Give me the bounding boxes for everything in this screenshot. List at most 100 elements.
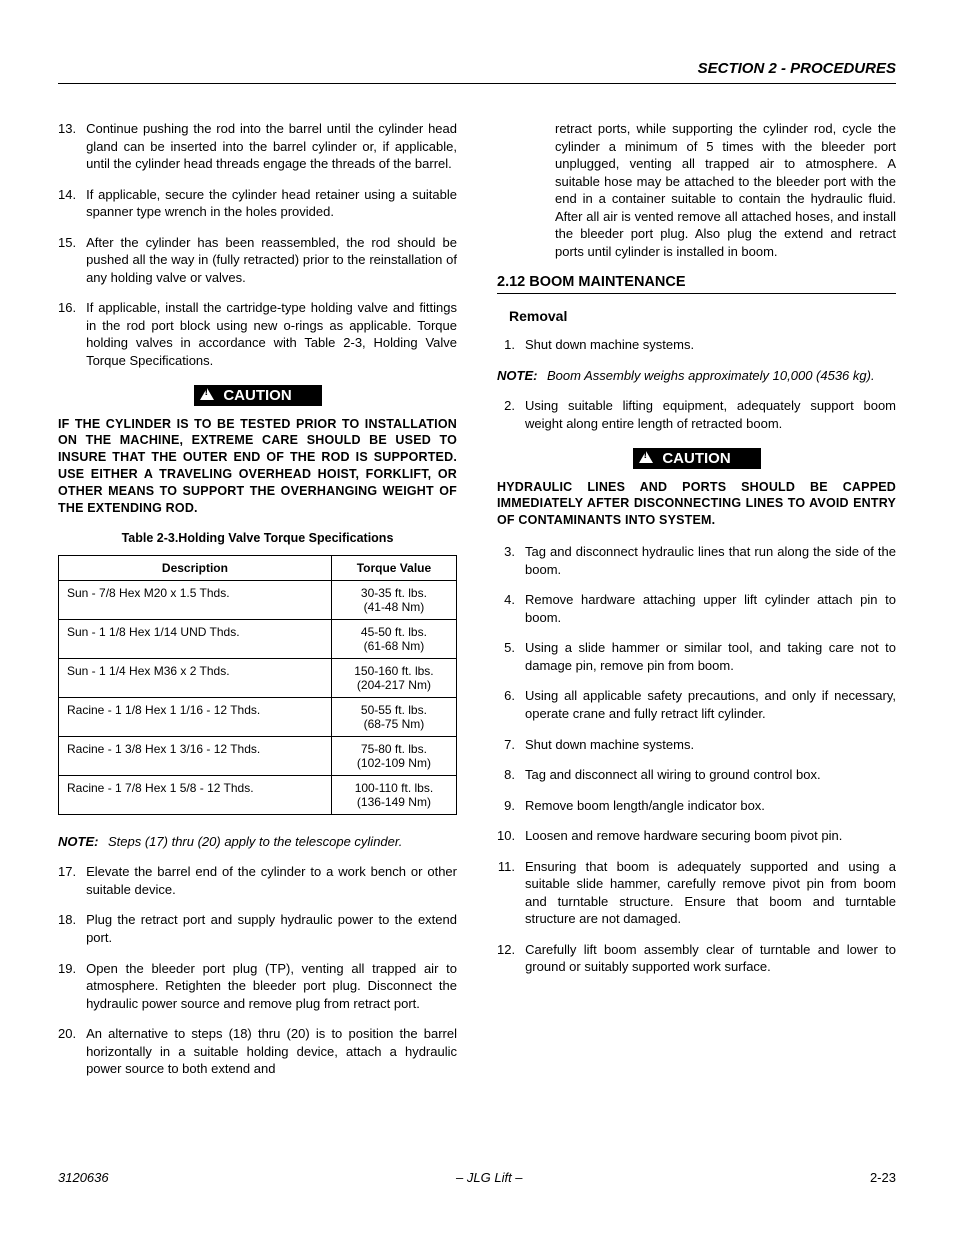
cell-val: 30-35 ft. lbs. (41-48 Nm) [331, 580, 456, 619]
table-row: Racine - 1 1/8 Hex 1 1/16 - 12 Thds.50-5… [59, 697, 457, 736]
col-description: Description [59, 555, 332, 580]
note-label: NOTE: [497, 367, 547, 385]
step-number: 17. [58, 863, 86, 898]
caution-paragraph: IF THE CYLINDER IS TO BE TESTED PRIOR TO… [58, 416, 457, 517]
step-number: 1. [497, 336, 525, 354]
step-number: 4. [497, 591, 525, 626]
step-text: Continue pushing the rod into the barrel… [86, 120, 457, 173]
table-row: Racine - 1 3/8 Hex 1 3/16 - 12 Thds.75-8… [59, 736, 457, 775]
list-item: 10.Loosen and remove hardware securing b… [497, 827, 896, 845]
step-number: 10. [497, 827, 525, 845]
step-text: Open the bleeder port plug (TP), venting… [86, 960, 457, 1013]
list-item: 13.Continue pushing the rod into the bar… [58, 120, 457, 173]
list-item: 16.If applicable, install the cartridge-… [58, 299, 457, 369]
table-row: Sun - 1 1/8 Hex 1/14 UND Thds.45-50 ft. … [59, 619, 457, 658]
step-text: Using a slide hammer or similar tool, an… [525, 639, 896, 674]
step-number: 13. [58, 120, 86, 173]
step-text: An alternative to steps (18) thru (20) i… [86, 1025, 457, 1078]
caution-label: CAUTION [662, 450, 730, 467]
caution-badge: ! CAUTION [633, 448, 761, 469]
cell-val: 75-80 ft. lbs. (102-109 Nm) [331, 736, 456, 775]
step-text: Loosen and remove hardware securing boom… [525, 827, 896, 845]
cell-val: 150-160 ft. lbs. (204-217 Nm) [331, 658, 456, 697]
steps-17-20: 17.Elevate the barrel end of the cylinde… [58, 863, 457, 1077]
list-item: 18.Plug the retract port and supply hydr… [58, 911, 457, 946]
page-footer: 3120636 – JLG Lift – 2-23 [58, 1170, 896, 1185]
list-item: 3.Tag and disconnect hydraulic lines tha… [497, 543, 896, 578]
step-text: Remove hardware attaching upper lift cyl… [525, 591, 896, 626]
list-item: 8.Tag and disconnect all wiring to groun… [497, 766, 896, 784]
step-number: 7. [497, 736, 525, 754]
list-item: 5.Using a slide hammer or similar tool, … [497, 639, 896, 674]
list-item: 12.Carefully lift boom assembly clear of… [497, 941, 896, 976]
step-number: 18. [58, 911, 86, 946]
step-text: Tag and disconnect all wiring to ground … [525, 766, 896, 784]
cell-desc: Racine - 1 3/8 Hex 1 3/16 - 12 Thds. [59, 736, 332, 775]
step-number: 11. [497, 858, 525, 928]
cell-desc: Racine - 1 7/8 Hex 1 5/8 - 12 Thds. [59, 775, 332, 814]
left-column: 13.Continue pushing the rod into the bar… [58, 120, 457, 1091]
removal-steps-a: 1.Shut down machine systems. [497, 336, 896, 354]
list-item: 14.If applicable, secure the cylinder he… [58, 186, 457, 221]
list-item: 9.Remove boom length/angle indicator box… [497, 797, 896, 815]
warning-triangle-icon: ! [205, 386, 209, 398]
step-text: Plug the retract port and supply hydraul… [86, 911, 457, 946]
note-label: NOTE: [58, 833, 108, 851]
note-text: Boom Assembly weighs approximately 10,00… [547, 367, 896, 385]
note-block: NOTE: Boom Assembly weighs approximately… [497, 367, 896, 385]
right-column: retract ports, while supporting the cyli… [497, 120, 896, 1091]
step-text: Tag and disconnect hydraulic lines that … [525, 543, 896, 578]
caution-badge: ! CAUTION [194, 385, 322, 406]
cell-val: 45-50 ft. lbs. (61-68 Nm) [331, 619, 456, 658]
list-item: 15.After the cylinder has been reassembl… [58, 234, 457, 287]
caution-paragraph: HYDRAULIC LINES AND PORTS SHOULD BE CAPP… [497, 479, 896, 530]
list-item: 7.Shut down machine systems. [497, 736, 896, 754]
torque-table: Description Torque Value Sun - 7/8 Hex M… [58, 555, 457, 815]
removal-steps-c: 3.Tag and disconnect hydraulic lines tha… [497, 543, 896, 976]
footer-center: – JLG Lift – [456, 1170, 522, 1185]
content-columns: 13.Continue pushing the rod into the bar… [58, 120, 896, 1091]
step-number: 15. [58, 234, 86, 287]
step-number: 14. [58, 186, 86, 221]
list-item: 2.Using suitable lifting equipment, adeq… [497, 397, 896, 432]
cell-val: 50-55 ft. lbs. (68-75 Nm) [331, 697, 456, 736]
note-block: NOTE: Steps (17) thru (20) apply to the … [58, 833, 457, 851]
step-text: Remove boom length/angle indicator box. [525, 797, 896, 815]
table-row: Sun - 1 1/4 Hex M36 x 2 Thds.150-160 ft.… [59, 658, 457, 697]
step-text: Shut down machine systems. [525, 736, 896, 754]
step-text: Using all applicable safety precautions,… [525, 687, 896, 722]
step-number: 3. [497, 543, 525, 578]
step-number: 6. [497, 687, 525, 722]
step-number: 5. [497, 639, 525, 674]
removal-steps-b: 2.Using suitable lifting equipment, adeq… [497, 397, 896, 432]
table-title: Table 2-3.Holding Valve Torque Specifica… [58, 531, 457, 545]
section-heading: 2.12 BOOM MAINTENANCE [497, 274, 896, 294]
list-item: 17.Elevate the barrel end of the cylinde… [58, 863, 457, 898]
step-number: 12. [497, 941, 525, 976]
step-text: If applicable, secure the cylinder head … [86, 186, 457, 221]
table-row: Sun - 7/8 Hex M20 x 1.5 Thds.30-35 ft. l… [59, 580, 457, 619]
col-torque: Torque Value [331, 555, 456, 580]
step-text: Carefully lift boom assembly clear of tu… [525, 941, 896, 976]
cell-desc: Sun - 7/8 Hex M20 x 1.5 Thds. [59, 580, 332, 619]
footer-left: 3120636 [58, 1170, 109, 1185]
list-item: 20.An alternative to steps (18) thru (20… [58, 1025, 457, 1078]
step-text: Ensuring that boom is adequately support… [525, 858, 896, 928]
step-text: If applicable, install the cartridge-typ… [86, 299, 457, 369]
step-text: After the cylinder has been reassembled,… [86, 234, 457, 287]
table-row: Racine - 1 7/8 Hex 1 5/8 - 12 Thds.100-1… [59, 775, 457, 814]
list-item: 6.Using all applicable safety precaution… [497, 687, 896, 722]
step-number: 20. [58, 1025, 86, 1078]
cell-desc: Sun - 1 1/4 Hex M36 x 2 Thds. [59, 658, 332, 697]
steps-13-16: 13.Continue pushing the rod into the bar… [58, 120, 457, 370]
step-number: 8. [497, 766, 525, 784]
cell-desc: Sun - 1 1/8 Hex 1/14 UND Thds. [59, 619, 332, 658]
list-item: 19.Open the bleeder port plug (TP), vent… [58, 960, 457, 1013]
footer-right: 2-23 [870, 1170, 896, 1185]
caution-label: CAUTION [223, 387, 291, 404]
note-text: Steps (17) thru (20) apply to the telesc… [108, 833, 457, 851]
step-number: 9. [497, 797, 525, 815]
warning-triangle-icon: ! [644, 449, 648, 461]
step-text: Shut down machine systems. [525, 336, 896, 354]
cell-val: 100-110 ft. lbs. (136-149 Nm) [331, 775, 456, 814]
